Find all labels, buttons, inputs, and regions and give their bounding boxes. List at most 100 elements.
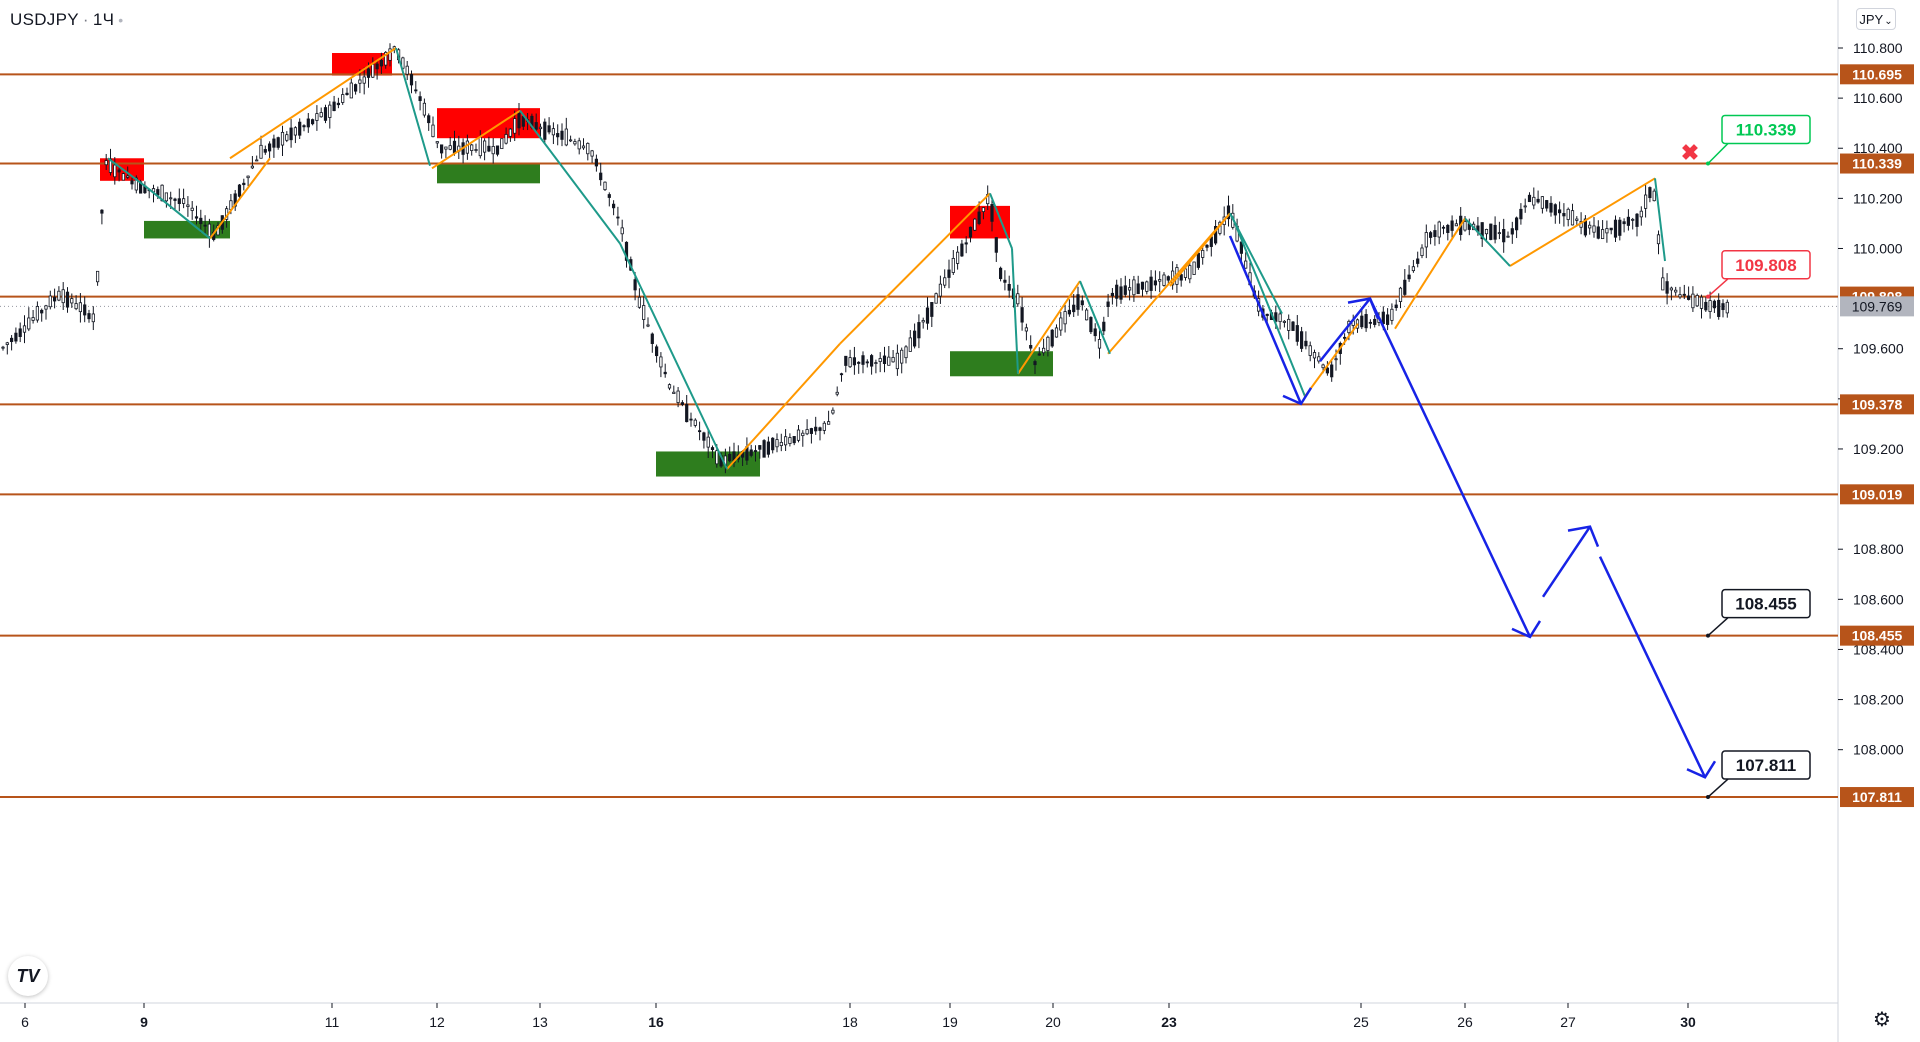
- candle-body: [693, 419, 697, 426]
- candle-body: [1007, 283, 1011, 291]
- candle-body: [1661, 277, 1665, 291]
- candle-body: [70, 298, 74, 304]
- y-tick-label: 110.800: [1853, 40, 1903, 56]
- candle-body: [1226, 205, 1231, 220]
- candle-body: [1704, 301, 1708, 311]
- y-tick-label: 110.600: [1853, 90, 1903, 106]
- candle-body: [852, 357, 857, 366]
- candle-body: [267, 143, 272, 152]
- candle-body: [250, 165, 254, 169]
- candle-body: [181, 198, 186, 204]
- candle-body: [349, 82, 353, 99]
- y-tick-label: 108.800: [1853, 541, 1904, 557]
- candle-body: [1089, 317, 1093, 333]
- candle-body: [904, 346, 908, 359]
- x-tick-label: 26: [1457, 1014, 1473, 1030]
- candle-body: [323, 107, 328, 121]
- last-price-label: 109.769: [1852, 298, 1903, 314]
- y-tick-label: 108.600: [1853, 591, 1904, 607]
- candle-body: [1708, 300, 1712, 312]
- candle-body: [1639, 210, 1643, 218]
- candle-body: [1420, 247, 1424, 257]
- candle-body: [887, 356, 891, 366]
- candle-body: [698, 430, 702, 433]
- candle-body: [1613, 219, 1618, 238]
- candle-body: [280, 131, 285, 146]
- candle-body: [784, 436, 788, 446]
- candle-body: [956, 251, 960, 264]
- candle-body: [44, 305, 48, 310]
- forecast-arrow-line: [1228, 235, 1303, 405]
- candle-body: [1278, 313, 1282, 323]
- candle-body: [48, 295, 52, 308]
- candle-body: [1123, 285, 1127, 295]
- forecast-arrow-line: [1598, 556, 1707, 778]
- candle-body: [1506, 235, 1510, 238]
- candle-body: [779, 441, 783, 447]
- candle-body: [1317, 356, 1321, 362]
- candle-body: [990, 204, 994, 222]
- price-callout-pointer: [1707, 778, 1729, 798]
- candle-body: [556, 133, 560, 138]
- candle-body: [1205, 244, 1209, 248]
- candle-body: [1429, 232, 1433, 238]
- candle-body: [844, 355, 848, 366]
- candle-body: [1024, 327, 1028, 332]
- candle-body: [1588, 224, 1592, 229]
- candle-body: [543, 121, 547, 140]
- candle-body: [1321, 364, 1325, 369]
- symbol-title[interactable]: USDJPY · 1Ч •: [10, 10, 123, 30]
- uptrend-leg: [1017, 280, 1081, 375]
- level-axis-label-bg: [1840, 625, 1914, 646]
- candle-body: [474, 149, 478, 151]
- candle-body: [534, 122, 538, 130]
- candle-body: [9, 337, 14, 343]
- candle-body: [728, 453, 732, 462]
- chevron-down-icon: ⌄: [1884, 16, 1893, 27]
- candle-body: [766, 441, 771, 455]
- candle-body: [1725, 301, 1729, 314]
- uptrend-leg: [229, 47, 397, 160]
- candle-body: [801, 432, 805, 437]
- candle-body: [1020, 307, 1024, 323]
- candle-body: [1553, 204, 1557, 216]
- candle-body: [1446, 224, 1450, 233]
- candle-body: [913, 330, 917, 347]
- candle-body: [1097, 339, 1102, 349]
- logo-text: TV: [16, 966, 40, 986]
- downtrend-leg: [1231, 215, 1306, 397]
- candle-body: [164, 192, 168, 202]
- candle-body: [203, 224, 207, 227]
- candle-body: [805, 429, 809, 435]
- candle-body: [771, 437, 775, 451]
- candle-body: [1502, 228, 1506, 243]
- candle-body: [1416, 258, 1420, 264]
- uptrend-leg: [726, 343, 841, 470]
- candle-body: [134, 177, 138, 191]
- candle-body: [586, 142, 590, 155]
- candle-body: [1669, 287, 1673, 291]
- candle-body: [1308, 345, 1312, 356]
- candle-body: [491, 145, 495, 155]
- candle-body: [676, 390, 680, 403]
- tradingview-logo-icon[interactable]: TV: [8, 956, 48, 996]
- candle-body: [57, 290, 61, 301]
- last-price-label-bg: [1840, 296, 1914, 317]
- gear-icon[interactable]: ⚙: [1870, 1008, 1894, 1032]
- candle-body: [422, 102, 427, 116]
- forecast-arrow-line: [1541, 525, 1592, 598]
- demand-zone: [437, 163, 540, 184]
- symbol-name: USDJPY: [10, 10, 79, 29]
- candle-body: [35, 306, 40, 321]
- candle-body: [1145, 281, 1149, 292]
- candle-body: [521, 116, 525, 127]
- candle-body: [633, 279, 637, 291]
- candle-body: [345, 92, 349, 96]
- candle-body: [1386, 314, 1390, 325]
- candle-body: [1102, 321, 1106, 332]
- candle-body: [788, 437, 792, 444]
- candle-body: [934, 293, 938, 304]
- currency-button[interactable]: JPY⌄: [1856, 8, 1896, 30]
